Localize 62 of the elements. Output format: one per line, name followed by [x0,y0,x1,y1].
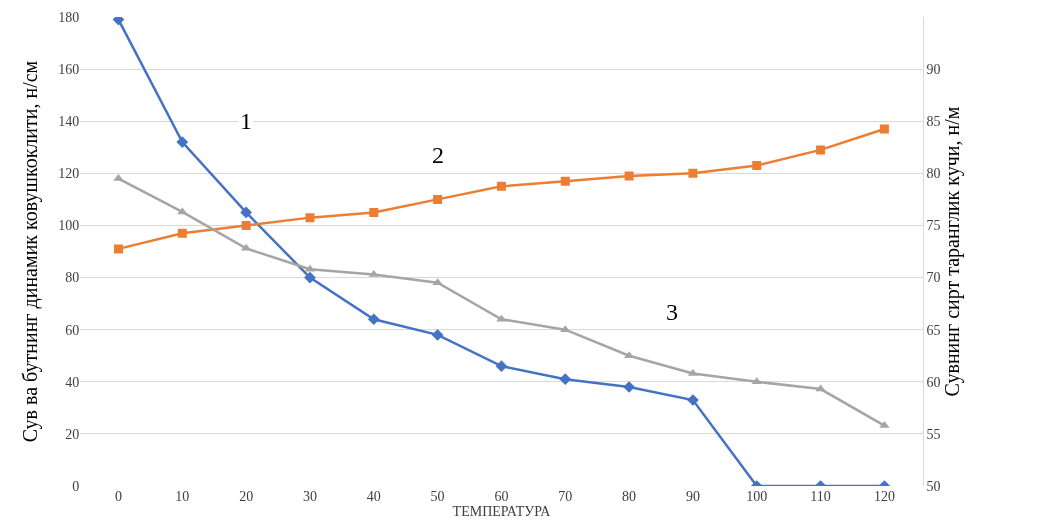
x-tick-label: 20 [239,489,254,504]
y-tick-label: 100 [58,218,80,234]
point [433,194,443,204]
point [113,244,123,254]
x-tick-label: 30 [302,489,317,504]
x-tick-label: 110 [810,489,831,504]
y2-tick-label: 85 [926,114,941,130]
point [751,377,762,385]
x-tick-label: 10 [175,489,190,504]
point [369,207,379,217]
y2-tick-label: 90 [926,62,941,78]
point [367,313,380,326]
x-tick-label: 0 [114,489,122,504]
y-tick-label: 0 [72,478,80,494]
point [304,271,316,284]
x-tick-label: 50 [430,489,445,504]
y-tick-label: 60 [65,322,80,338]
x-axis-title: ТЕМПЕРАТУРА [452,504,552,519]
x-tick-label: 90 [685,489,700,504]
point [305,213,315,223]
annotation: 2 [432,142,444,168]
annotation: 3 [666,299,678,325]
y-tick-label: 180 [58,9,80,25]
x-tick-label: 120 [873,489,895,504]
annotation: 1 [240,108,252,134]
point [752,161,762,171]
x-tick-label: 80 [622,489,637,504]
y-tick-label: 140 [58,114,80,130]
point [559,373,572,386]
x-tick-label: 40 [366,489,381,504]
x-tick-label: 100 [746,489,768,504]
point [368,269,379,277]
point [816,145,826,155]
y2-tick-label: 70 [926,270,941,286]
x-tick-label: 70 [558,489,573,504]
y2-tick-label: 65 [926,322,941,338]
x-tick-label: 60 [494,489,509,504]
point [240,206,252,219]
point [241,220,251,230]
y-tick-label: 160 [58,62,80,78]
point [177,207,188,215]
point [560,176,570,186]
point [177,228,187,238]
y-tick-label: 120 [58,166,80,182]
y-axis-title: Сув ва бутнинг динамик ковушкоклити, н/см [18,60,42,443]
y2-axis-title: Сувнинг сирт таранглик кучи, н/м [940,106,964,397]
y-tick-label: 20 [65,426,80,442]
point [496,181,506,191]
point [688,168,698,178]
point [431,329,444,341]
point [495,360,508,372]
y2-tick-label: 75 [926,218,941,234]
point [624,171,634,181]
point [176,136,189,148]
y-tick-label: 40 [65,374,80,390]
y2-tick-label: 55 [926,426,941,442]
point [879,124,889,134]
point [432,278,443,286]
y2-tick-label: 60 [926,374,941,390]
y2-tick-label: 80 [926,166,941,182]
y2-tick-label: 50 [926,478,941,494]
y-tick-label: 80 [65,270,80,286]
